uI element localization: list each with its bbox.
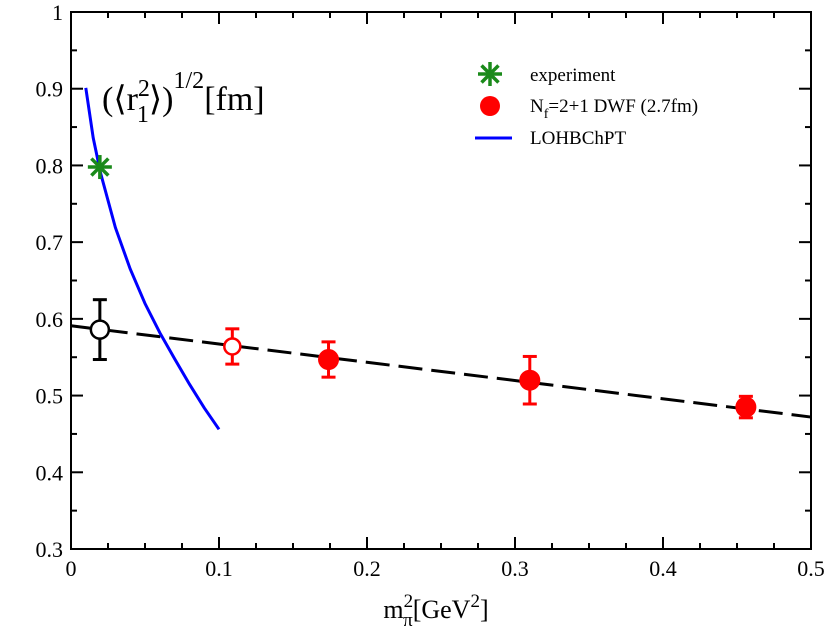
y-tick-label: 0.9 [36, 77, 64, 102]
legend-experiment-label: experiment [530, 65, 616, 86]
y-tick-label: 0.8 [36, 153, 64, 178]
dwf-point-open [223, 337, 242, 356]
data-series-layer [70, 87, 812, 431]
legend-experiment-marker [478, 62, 502, 86]
legend-dwf-label-base: N [530, 96, 544, 117]
y-tick-label: 0.3 [36, 537, 64, 562]
x-tick-label: 0 [66, 556, 77, 581]
linear-fit-line [70, 324, 812, 419]
extrapolated-point [89, 319, 111, 340]
legend-dwf-label: Nf=2+1 DWF (2.7fm) [530, 96, 698, 122]
axes-layer: 0 0.1 0.2 0.3 0.4 0.5 0.3 0.4 0.5 0.6 0.7 0.8 0.9 1 [36, 0, 825, 581]
dwf-point [735, 396, 757, 418]
dwf-point [318, 349, 340, 371]
legend-dwf-marker [480, 96, 500, 116]
experiment-point [87, 155, 112, 180]
y-tick-label: 0.7 [36, 230, 64, 255]
y-tick-label: 1 [52, 0, 63, 25]
x-tick-label: 0.1 [205, 556, 233, 581]
asterisk-stroke [480, 64, 500, 84]
legend-lohbchpt-label: LOHBChPT [530, 128, 626, 149]
y-tick-label: 0.4 [36, 460, 64, 485]
x-tick-label: 0.5 [797, 556, 825, 581]
legend-dwf-label-rest: =2+1 DWF (2.7fm) [548, 96, 698, 117]
x-tick-label: 0.2 [353, 556, 381, 581]
lohbchpt-curve [84, 87, 221, 431]
y-tick-label: 0.6 [36, 307, 64, 332]
legend-dwf-label-sub: f [544, 107, 549, 122]
x-axis-title: m2 π[GeV2] [383, 591, 488, 631]
asterisk-stroke [90, 157, 110, 177]
dwf-point [519, 369, 541, 391]
legend: experiment Nf=2+1 DWF (2.7fm) LOHBChPT [475, 62, 698, 149]
chart-title: (⟨r2 1⟩)1/2[fm] [102, 68, 265, 128]
x-tick-label: 0.3 [501, 556, 529, 581]
y-tick-label: 0.5 [36, 384, 64, 409]
x-tick-label: 0.4 [649, 556, 677, 581]
